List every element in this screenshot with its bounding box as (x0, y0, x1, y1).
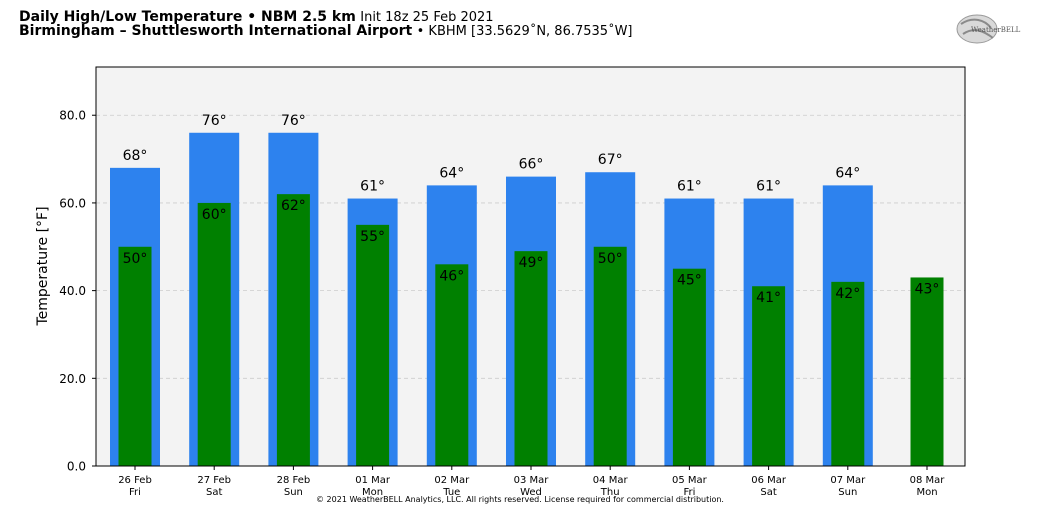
bars (110, 132, 944, 467)
x-tick-date: 27 Feb (197, 475, 231, 486)
high-temp-label: 68° (123, 148, 148, 164)
x-tick-date: 05 Mar (672, 475, 708, 486)
x-tick-date: 26 Feb (118, 475, 152, 486)
low-temp-bar (435, 264, 469, 466)
init-time: Init 18z 25 Feb 2021 (360, 10, 494, 25)
low-temp-bar (831, 281, 865, 466)
low-temp-label: 49° (519, 255, 544, 271)
chart-title: Daily High/Low Temperature • NBM 2.5 km … (19, 9, 494, 25)
weatherbell-logo: WeatherBELL (956, 14, 1021, 44)
x-tick-day: Tue (442, 487, 460, 498)
high-temp-label: 76° (281, 113, 306, 129)
x-tick-day: Sun (838, 487, 857, 498)
y-axis-label: Temperature [°F] (35, 206, 51, 326)
copyright-footer: © 2021 WeatherBELL Analytics, LLC. All r… (316, 495, 724, 504)
low-temp-bar (276, 194, 310, 466)
x-tick-date: 04 Mar (593, 475, 629, 486)
x-tick-date: 03 Mar (514, 475, 550, 486)
low-temp-label: 60° (202, 207, 227, 223)
x-tick-date: 02 Mar (434, 475, 470, 486)
low-temp-label: 62° (281, 198, 306, 214)
y-tick-label: 80.0 (59, 109, 86, 123)
high-temp-label: 64° (835, 165, 860, 181)
low-temp-label: 41° (756, 290, 781, 306)
low-temp-label: 43° (915, 281, 940, 297)
x-tick-day: Fri (129, 487, 141, 498)
x-tick-day: Mon (362, 487, 383, 498)
y-tick-label: 20.0 (59, 372, 86, 386)
y-tick-label: 60.0 (59, 196, 86, 210)
value-labels: 68° 50° 76° 60° 76° 62° 61° 55° 64° 46° 66° 49° 67° 5… (123, 113, 940, 306)
low-temp-bar (910, 277, 944, 466)
low-temp-bar (356, 224, 390, 466)
location-coords: • KBHM [33.5629˚N, 86.7535˚W] (416, 24, 633, 39)
high-temp-label: 61° (360, 179, 385, 195)
x-tick-day: Sat (760, 487, 776, 498)
chart-subtitle: Birmingham – Shuttlesworth International… (19, 23, 633, 39)
x-tick-date: 07 Mar (830, 475, 866, 486)
y-tick-label: 40.0 (59, 284, 86, 298)
low-temp-label: 50° (123, 251, 148, 267)
x-tick-date: 01 Mar (355, 475, 391, 486)
low-temp-bar (118, 246, 152, 466)
x-tick-day: Sun (284, 487, 303, 498)
low-temp-bar (197, 202, 231, 466)
high-temp-label: 64° (439, 165, 464, 181)
location-name: Birmingham – Shuttlesworth International… (19, 23, 413, 39)
low-temp-bar (752, 286, 786, 466)
low-temp-bar (672, 268, 706, 466)
x-tick-date: 28 Feb (277, 475, 311, 486)
plot-frame (95, 66, 966, 467)
x-tick-day: Wed (520, 487, 542, 498)
high-temp-label: 67° (598, 152, 623, 168)
low-temp-label: 42° (835, 286, 860, 302)
logo-text: WeatherBELL (971, 26, 1021, 34)
low-temp-label: 55° (360, 229, 385, 245)
x-tick-day: Mon (916, 487, 937, 498)
low-temp-bar (593, 246, 627, 466)
low-temp-bar (514, 251, 548, 466)
chart-title-bold: Daily High/Low Temperature • NBM 2.5 km (19, 9, 356, 25)
high-temp-label: 66° (519, 157, 544, 173)
high-temp-label: 61° (756, 179, 781, 195)
y-tick-label: 0.0 (67, 460, 86, 474)
low-temp-label: 50° (598, 251, 623, 267)
x-tick-date: 08 Mar (910, 475, 946, 486)
high-temp-label: 61° (677, 179, 702, 195)
x-tick-day: Thu (600, 487, 620, 498)
low-temp-label: 46° (439, 268, 464, 284)
x-tick-day: Fri (683, 487, 695, 498)
x-tick-day: Sat (206, 487, 222, 498)
high-temp-label: 76° (202, 113, 227, 129)
x-tick-date: 06 Mar (751, 475, 787, 486)
low-temp-label: 45° (677, 273, 702, 289)
